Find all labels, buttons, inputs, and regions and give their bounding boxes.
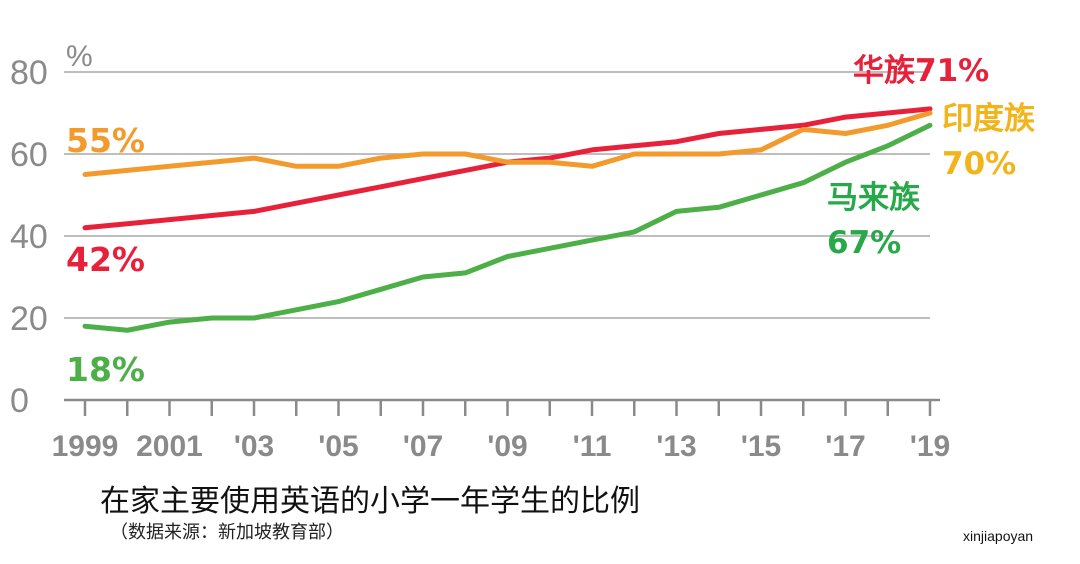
y-tick-label: 0 xyxy=(10,382,29,420)
y-tick-label: 20 xyxy=(10,300,48,338)
series-line-3 xyxy=(82,122,933,333)
x-tick-label: '19 xyxy=(910,430,951,463)
x-tick-label: '17 xyxy=(825,430,866,463)
y-tick-label: 60 xyxy=(10,136,48,174)
x-tick-label: '11 xyxy=(573,430,612,463)
series-start-label-yindu: 55% xyxy=(66,121,145,160)
series-start-label-huazu: 42% xyxy=(66,240,145,279)
y-tick-label: 80 xyxy=(10,54,48,92)
chart-source: （数据来源：新加坡教育部） xyxy=(110,522,344,543)
x-tick-label: '09 xyxy=(487,430,528,463)
x-tick-label: '07 xyxy=(403,430,444,463)
series-line-2 xyxy=(82,110,933,177)
credit-text: xinjiapoyan xyxy=(963,528,1034,544)
series-start-label-malai: 18% xyxy=(66,350,145,389)
y-axis-label: % xyxy=(66,40,93,73)
x-tick-label: '03 xyxy=(234,430,275,463)
x-tick-label: '13 xyxy=(656,430,697,463)
x-tick-label: 2001 xyxy=(136,430,203,463)
series-end-label-huazu: 华族71% xyxy=(853,53,989,89)
x-tick-label: 1999 xyxy=(52,430,119,463)
chart-title: 在家主要使用英语的小学一年学生的比例 xyxy=(100,484,640,519)
y-tick-label: 40 xyxy=(10,218,48,256)
series-end-label-malai-name: 马来族 xyxy=(827,180,920,216)
series-line-1 xyxy=(82,106,933,231)
line-chart: 0 20 40 60 80 % 1999 2001 '03 '05 '07 '09 '11 '13 '15 '… xyxy=(10,40,1035,463)
x-tick-label: '05 xyxy=(318,430,359,463)
x-tick-label: '15 xyxy=(741,430,782,463)
series-end-label-malai-value: 67% xyxy=(827,225,901,261)
series-end-label-yindu-value: 70% xyxy=(942,146,1016,182)
series-end-label-yindu-name: 印度族 xyxy=(942,101,1035,137)
